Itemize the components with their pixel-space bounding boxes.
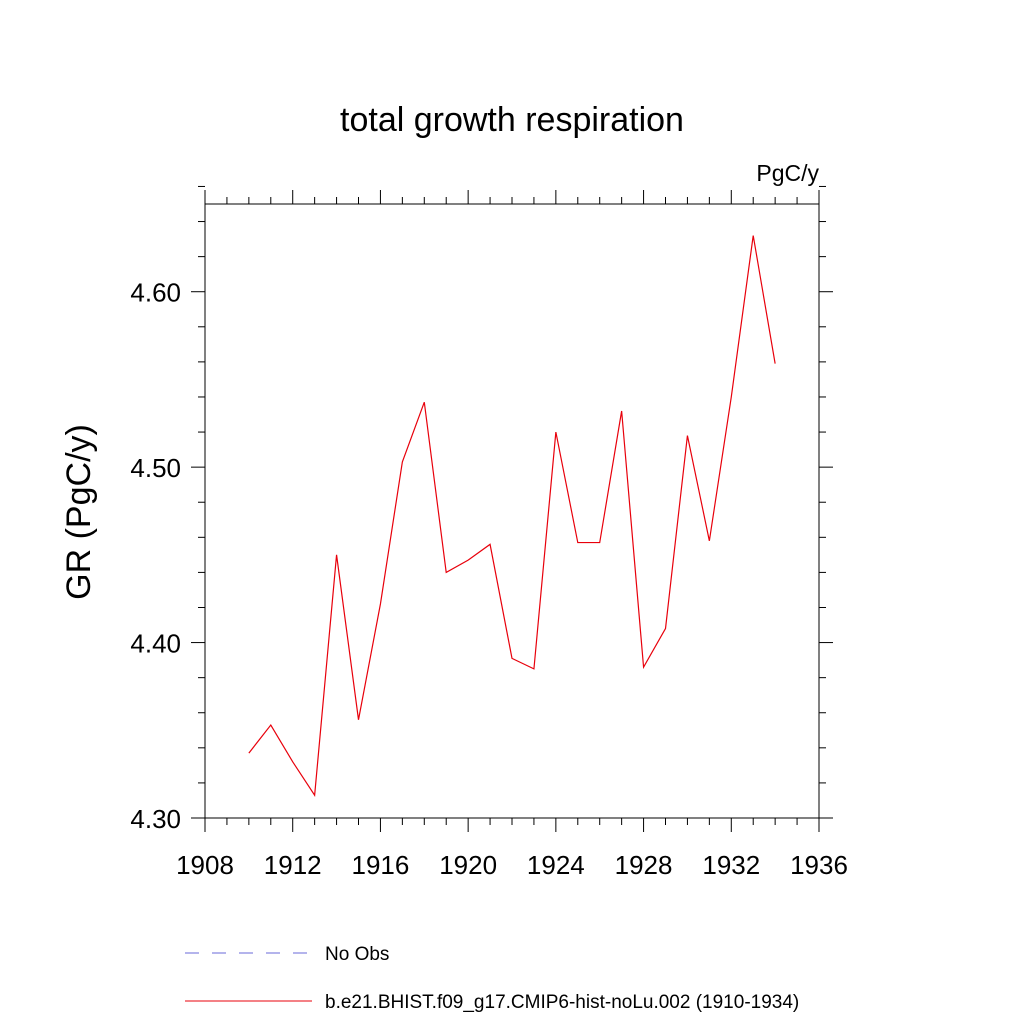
x-tick-label: 1908 [176, 850, 234, 880]
x-tick-label: 1924 [527, 850, 585, 880]
y-tick-label: 4.60 [130, 278, 181, 308]
x-tick-label: 1920 [439, 850, 497, 880]
x-tick-label: 1912 [264, 850, 322, 880]
y-tick-label: 4.50 [130, 453, 181, 483]
y-tick-label: 4.40 [130, 629, 181, 659]
x-axis-ticks: 1908 1912 1916 1920 1924 1928 1932 1936 [176, 190, 848, 880]
units-label: PgC/y [756, 160, 819, 186]
series-line-0 [248, 235, 776, 797]
legend-label-0: No Obs [325, 944, 389, 965]
y-axis-label: GR (PgC/y) [60, 424, 98, 600]
series-layer [248, 235, 776, 797]
x-tick-label: 1916 [352, 850, 410, 880]
legend: No Obs b.e21.BHIST.f09_g17.CMIP6-hist-noL… [185, 944, 799, 1013]
plot-frame [204, 203, 820, 819]
x-tick-label: 1936 [790, 850, 848, 880]
y-axis-ticks: 4.30 4.40 4.50 4.60 [130, 185, 833, 834]
x-tick-label: 1928 [615, 850, 673, 880]
legend-label-1: b.e21.BHIST.f09_g17.CMIP6-hist-noLu.002 … [325, 992, 799, 1013]
x-tick-label: 1932 [702, 850, 760, 880]
chart-title: total growth respiration [340, 101, 684, 139]
y-tick-label: 4.30 [130, 804, 181, 834]
